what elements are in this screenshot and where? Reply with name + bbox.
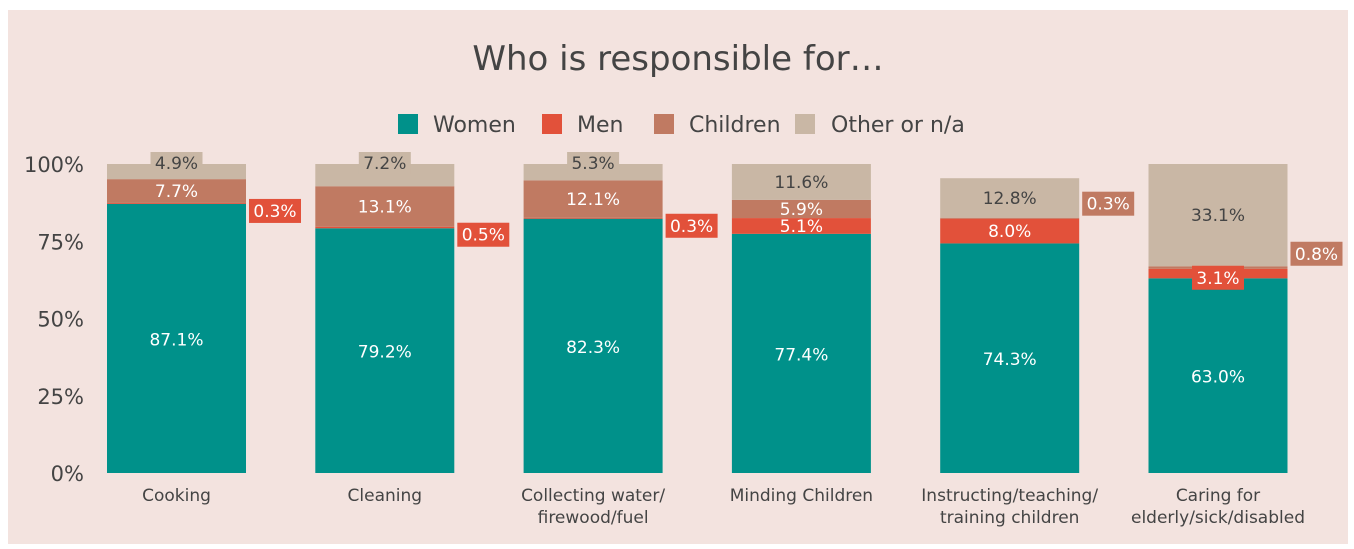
stacked-bar-chart: Who is responsible for… Women Men Children O… bbox=[24, 39, 1343, 528]
data-label-women: 63.0% bbox=[1191, 368, 1245, 388]
x-category-label: training children bbox=[940, 508, 1079, 528]
bar-segment-men bbox=[107, 202, 246, 204]
bar-segment-men bbox=[940, 218, 1080, 244]
data-label-children: 0.8% bbox=[1295, 245, 1338, 265]
data-label-children: 0.3% bbox=[1087, 195, 1130, 215]
data-label-women: 82.3% bbox=[566, 338, 620, 358]
x-category-label: firewood/fuel bbox=[538, 508, 649, 528]
bar-segment-children bbox=[940, 217, 1080, 219]
data-label-men: 8.0% bbox=[988, 222, 1031, 242]
data-label-box-other bbox=[567, 152, 620, 174]
bar-segment-children bbox=[523, 180, 663, 218]
data-label-box-other bbox=[150, 152, 203, 174]
bar-segment-other bbox=[315, 164, 455, 187]
chart-title: Who is responsible for… bbox=[472, 39, 883, 79]
legend-label-women: Women bbox=[433, 113, 516, 138]
legend-label-other-or-n-a: Other or n/a bbox=[831, 113, 965, 138]
data-label-women: 77.4% bbox=[774, 345, 828, 365]
bar-segment-women bbox=[523, 218, 663, 473]
data-label-men: 3.1% bbox=[1196, 269, 1239, 289]
data-label-men-box bbox=[457, 222, 510, 247]
data-label-men-box bbox=[249, 198, 301, 223]
data-label-children: 7.7% bbox=[155, 182, 198, 202]
bar-segment-children bbox=[315, 186, 455, 227]
bar-segment-men bbox=[315, 226, 455, 229]
data-label-children-box bbox=[1290, 241, 1343, 266]
data-label-men: 0.3% bbox=[253, 202, 296, 222]
data-label-men: 0.3% bbox=[670, 217, 713, 237]
x-category-label: Minding Children bbox=[730, 486, 873, 506]
data-label-children: 12.1% bbox=[566, 190, 620, 210]
data-label-women: 74.3% bbox=[983, 350, 1037, 370]
data-label-men: 5.1% bbox=[780, 217, 823, 237]
y-tick-label: 50% bbox=[37, 308, 84, 332]
legend-swatch-other-or-n-a bbox=[795, 114, 815, 134]
data-label-children-box bbox=[1082, 191, 1135, 216]
data-label-men-box bbox=[665, 213, 718, 238]
data-label-women: 79.2% bbox=[358, 343, 412, 363]
x-category-label: Cooking bbox=[142, 486, 211, 506]
legend-swatch-men bbox=[542, 114, 562, 134]
legend-label-men: Men bbox=[577, 113, 623, 138]
data-label-other: 33.1% bbox=[1191, 206, 1245, 226]
y-tick-label: 25% bbox=[37, 385, 84, 409]
bar-segment-men bbox=[731, 218, 871, 234]
bar-segment-men bbox=[523, 217, 663, 219]
data-label-children: 13.1% bbox=[358, 197, 412, 217]
y-tick-label: 75% bbox=[37, 230, 84, 254]
legend-swatch-women bbox=[398, 114, 418, 134]
bar-segment-women bbox=[315, 228, 455, 473]
x-category-label: Collecting water/ bbox=[521, 486, 665, 506]
bar-segment-children bbox=[731, 199, 871, 219]
y-tick-label: 100% bbox=[24, 153, 84, 177]
bar-segment-women bbox=[107, 203, 246, 473]
bar-segment-women bbox=[1148, 278, 1288, 473]
data-label-other: 7.2% bbox=[363, 154, 406, 174]
data-label-other: 12.8% bbox=[983, 189, 1037, 209]
x-category-label: Caring for bbox=[1176, 486, 1260, 506]
y-tick-label: 0% bbox=[51, 462, 84, 486]
bar-segment-other bbox=[940, 178, 1080, 218]
x-category-label: elderly/sick/disabled bbox=[1131, 508, 1305, 528]
data-label-box-other bbox=[358, 152, 411, 174]
x-category-label: Cleaning bbox=[348, 486, 423, 506]
data-label-women: 87.1% bbox=[149, 330, 203, 350]
data-label-men: 0.5% bbox=[462, 226, 505, 246]
data-label-men-box bbox=[1192, 265, 1244, 290]
bar-segment-other bbox=[1148, 164, 1288, 267]
data-label-children: 5.9% bbox=[780, 200, 823, 220]
data-label-other: 4.9% bbox=[155, 154, 198, 174]
bar-segment-women bbox=[940, 243, 1080, 473]
data-label-other: 11.6% bbox=[774, 173, 828, 193]
bar-segment-other bbox=[731, 164, 871, 200]
bar-segment-children bbox=[107, 179, 246, 203]
chart-panel: Who is responsible for… Women Men Children O… bbox=[8, 10, 1348, 544]
bar-segment-women bbox=[731, 233, 871, 473]
legend-swatch-children bbox=[654, 114, 674, 134]
x-category-label: Instructing/teaching/ bbox=[921, 486, 1098, 506]
legend-label-children: Children bbox=[689, 113, 781, 138]
data-label-other: 5.3% bbox=[571, 154, 614, 174]
